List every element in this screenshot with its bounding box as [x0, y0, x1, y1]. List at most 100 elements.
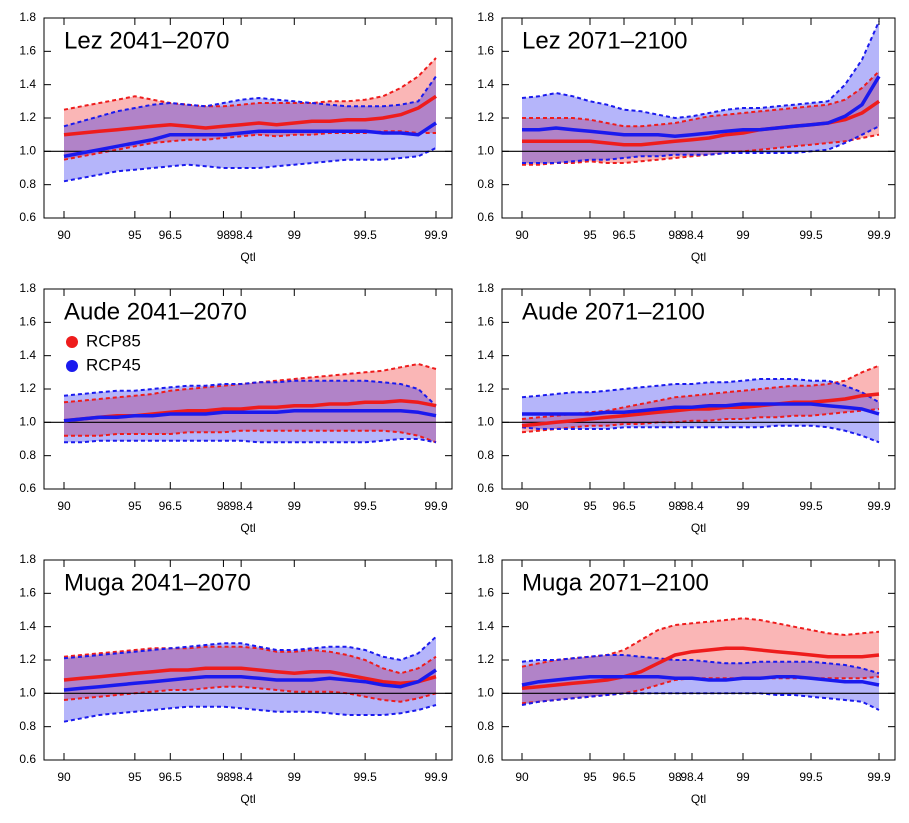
y-tick-label: 0.8 — [477, 448, 494, 462]
x-tick-label: 90 — [57, 499, 71, 513]
x-tick-label: 90 — [515, 499, 529, 513]
x-tick-label: 98.4 — [229, 228, 253, 242]
y-tick-label: 1.4 — [19, 348, 36, 362]
band-edge — [521, 378, 880, 404]
y-tick-label: 1.6 — [477, 44, 494, 58]
mean-line — [63, 666, 437, 686]
x-tick-label: 96.5 — [159, 770, 183, 784]
band-edge — [63, 379, 437, 407]
y-tick-label: 1.8 — [477, 281, 494, 295]
y-tick-label: 0.8 — [477, 719, 494, 733]
y-tick-label: 0.6 — [477, 210, 494, 224]
mean-line — [521, 646, 880, 691]
x-tick-label: 99 — [288, 499, 302, 513]
y-tick-label: 1.0 — [477, 686, 494, 700]
x-tick-label: 99.5 — [799, 228, 823, 242]
band-edge — [63, 130, 436, 161]
x-tick-label: 99.5 — [353, 228, 377, 242]
x-axis-label: Qtl — [691, 792, 706, 806]
panel-title: Aude 2041–2070 — [64, 298, 247, 325]
y-tick-label: 0.6 — [19, 481, 36, 495]
x-tick-label: 90 — [515, 228, 529, 242]
x-tick-label: 99.9 — [424, 770, 448, 784]
y-tick-label: 1.6 — [19, 44, 36, 58]
mean-line — [521, 674, 880, 687]
y-tick-label: 1.0 — [19, 144, 36, 158]
x-tick-label: 99 — [288, 770, 302, 784]
y-tick-label: 0.8 — [19, 448, 36, 462]
x-tick-label: 98 — [668, 499, 682, 513]
x-tick-label: 98 — [668, 770, 682, 784]
band-edge — [521, 20, 880, 120]
y-tick-label: 1.0 — [19, 415, 36, 429]
y-tick-label: 1.2 — [19, 110, 36, 124]
mean-line — [63, 408, 437, 423]
y-tick-label: 1.2 — [19, 381, 36, 395]
y-tick-label: 1.0 — [19, 686, 36, 700]
x-tick-label: 98.4 — [680, 770, 704, 784]
y-tick-label: 1.6 — [19, 586, 36, 600]
band-edge — [63, 57, 437, 111]
y-tick-label: 0.8 — [477, 177, 494, 191]
panel-title: Muga 2041–2070 — [64, 569, 251, 596]
y-tick-label: 1.4 — [477, 77, 494, 91]
panel-title: Muga 2071–2100 — [522, 569, 709, 596]
y-tick-label: 1.8 — [477, 10, 494, 24]
band-edge — [63, 75, 437, 128]
band — [64, 646, 436, 702]
x-tick-label: 96.5 — [159, 499, 183, 513]
y-tick-label: 1.8 — [19, 10, 36, 24]
band-edge — [63, 704, 437, 723]
x-axis-label: Qtl — [691, 521, 706, 535]
band-edge — [63, 362, 437, 404]
band-edge — [63, 685, 437, 703]
x-tick-label: 99.9 — [424, 499, 448, 513]
x-tick-label: 99.5 — [799, 499, 823, 513]
band — [64, 58, 436, 160]
panel-title: Aude 2071–2100 — [522, 298, 705, 325]
x-tick-label: 98.4 — [229, 770, 253, 784]
legend-marker — [66, 360, 78, 372]
x-tick-label: 99.9 — [867, 228, 891, 242]
band-edge — [521, 424, 880, 444]
mean-line — [521, 392, 880, 428]
x-tick-label: 90 — [57, 228, 71, 242]
band-edge — [522, 133, 880, 166]
x-tick-label: 99.9 — [867, 499, 891, 513]
band-edge — [63, 147, 437, 183]
y-tick-label: 1.0 — [477, 415, 494, 429]
y-tick-label: 1.2 — [477, 381, 494, 395]
panel-title: Lez 2071–2100 — [522, 27, 688, 54]
mean-line — [522, 75, 881, 139]
x-axis-label: Qtl — [240, 792, 255, 806]
band — [64, 76, 436, 182]
band-edge — [521, 408, 880, 434]
y-tick-label: 1.4 — [19, 619, 36, 633]
x-tick-label: 99 — [288, 228, 302, 242]
x-tick-label: 99 — [736, 499, 750, 513]
band-edge — [522, 70, 880, 128]
x-axis-label: Qtl — [240, 250, 255, 264]
y-tick-label: 1.6 — [19, 315, 36, 329]
x-tick-label: 90 — [515, 770, 529, 784]
y-tick-label: 0.6 — [477, 752, 494, 766]
legend-label: RCP85 — [86, 331, 141, 350]
x-tick-label: 98 — [668, 228, 682, 242]
mean-line — [522, 402, 880, 416]
y-tick-label: 1.0 — [477, 144, 494, 158]
y-tick-label: 1.4 — [477, 619, 494, 633]
x-tick-label: 99.5 — [799, 770, 823, 784]
y-tick-label: 1.6 — [477, 315, 494, 329]
panel-title: Lez 2041–2070 — [64, 27, 230, 54]
x-tick-label: 99.9 — [867, 770, 891, 784]
x-tick-label: 98.4 — [680, 499, 704, 513]
y-tick-label: 1.4 — [477, 348, 494, 362]
band — [522, 655, 879, 710]
x-tick-label: 96.5 — [612, 228, 636, 242]
y-tick-label: 0.6 — [19, 752, 36, 766]
y-tick-label: 0.8 — [19, 177, 36, 191]
x-tick-label: 95 — [128, 770, 142, 784]
x-tick-label: 95 — [583, 499, 597, 513]
x-tick-label: 99.9 — [424, 228, 448, 242]
